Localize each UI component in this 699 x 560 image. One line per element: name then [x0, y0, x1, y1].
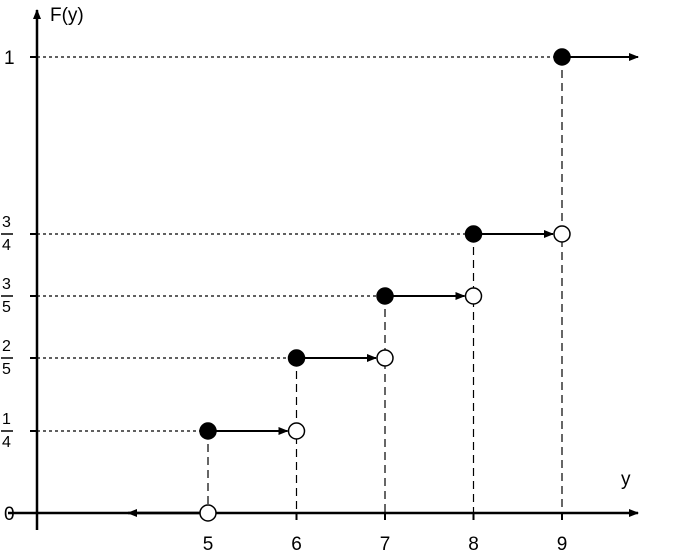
- y-axis-label: F(y): [50, 5, 84, 26]
- step-points: [199, 48, 571, 522]
- step-segments: [127, 53, 639, 517]
- open-point: [553, 225, 571, 243]
- x-tick-label: 6: [291, 534, 302, 555]
- y-tick-label-numerator: 3: [2, 214, 11, 231]
- closed-point: [287, 349, 306, 367]
- axis-labels: F(y) y 0 1 4 2 5 3 5 3 4 1 5 6 7 8 9: [1, 5, 631, 555]
- y-tick-label-denominator: 5: [2, 299, 11, 316]
- y-tick-label: 0: [4, 504, 15, 525]
- closed-point: [376, 287, 394, 305]
- y-tick-label-numerator: 3: [2, 276, 11, 293]
- guide-lines: [37, 56, 563, 513]
- y-tick-label-denominator: 4: [2, 434, 11, 451]
- x-tick-label: 7: [380, 534, 391, 555]
- y-tick-label-numerator: 1: [2, 411, 11, 428]
- closed-point: [464, 225, 483, 243]
- axes: [8, 9, 639, 530]
- y-tick-label-denominator: 5: [2, 361, 11, 378]
- closed-point: [553, 48, 571, 66]
- open-point: [376, 349, 394, 367]
- y-tick-label: 1: [4, 48, 15, 69]
- open-point: [287, 422, 306, 440]
- open-point: [464, 287, 483, 305]
- x-tick-label: 8: [468, 534, 479, 555]
- open-point: [199, 504, 217, 522]
- x-tick-label: 5: [203, 534, 214, 555]
- x-tick-label: 9: [557, 534, 568, 555]
- closed-point: [199, 422, 217, 440]
- y-tick-label-denominator: 4: [2, 237, 11, 254]
- x-axis-label: y: [621, 469, 631, 490]
- y-tick-label-numerator: 2: [2, 338, 11, 355]
